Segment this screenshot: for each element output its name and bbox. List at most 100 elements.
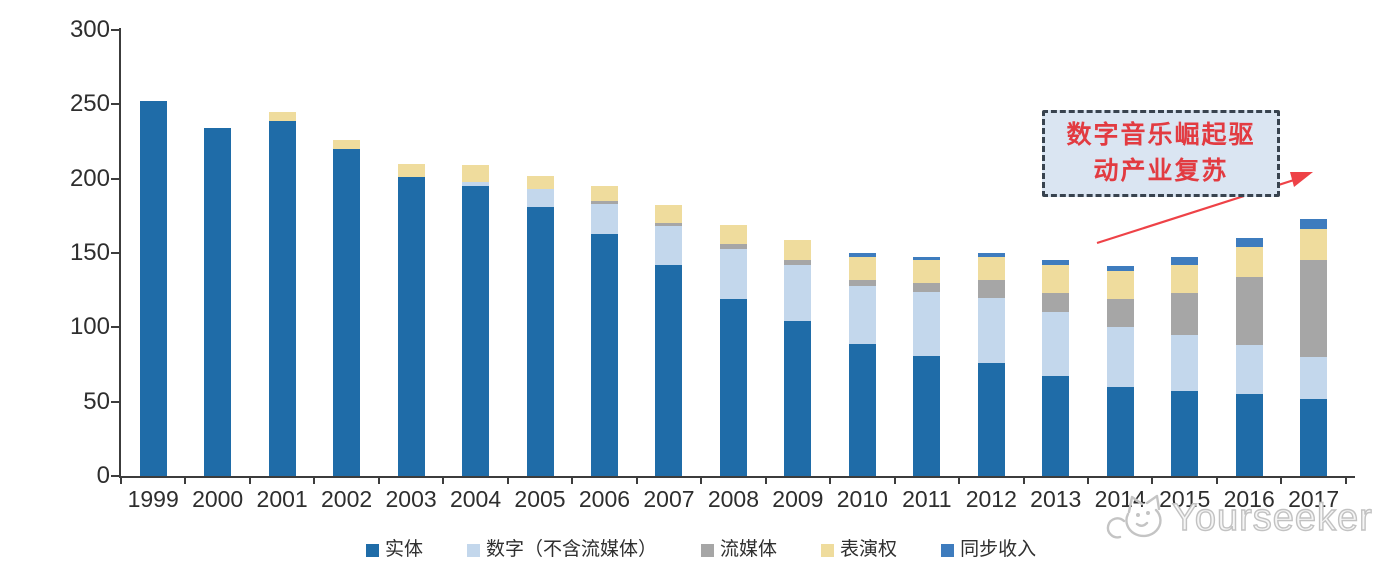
y-axis-tick [111,475,120,477]
bar-2002 [333,140,361,476]
bar-2014 [1106,266,1134,476]
legend-label: 同步收入 [960,539,1037,560]
legend-label: 数字（不含流媒体） [486,539,658,560]
bar-segment [913,260,941,283]
x-tick-label: 2001 [256,486,308,512]
bar-segment [590,203,618,234]
bar-segment [1235,247,1263,277]
bar-segment [977,253,1005,258]
annotation-callout: 数字音乐崛起驱 动产业复苏 [1042,110,1280,197]
x-axis-tick [506,476,509,484]
x-axis-tick [958,476,961,484]
x-tick-label: 2000 [192,486,244,512]
bar-2013 [1042,260,1070,476]
bar-segment [719,248,747,300]
x-tick-label: 1999 [127,486,179,512]
bar-segment [848,279,876,286]
x-tick-label: 2005 [514,486,566,512]
x-axis-tick [377,476,380,484]
x-axis-tick [1022,476,1025,484]
x-axis-tick [1280,476,1283,484]
bar-segment [1300,260,1328,358]
bar-2008 [719,224,747,476]
bar-2000 [204,128,232,476]
x-tick-label: 2008 [707,486,759,512]
bar-segment [1235,394,1263,476]
x-axis-tick [1215,476,1218,484]
y-axis-tick [111,326,120,329]
bar-segment [848,285,876,344]
bar-segment [848,253,876,258]
x-tick-label: 2007 [643,486,695,512]
bar-segment [655,226,683,265]
bar-segment [1171,334,1199,392]
bar-segment [590,233,618,476]
y-tick-label: 300 [69,16,110,43]
legend-label: 实体 [385,539,424,560]
bar-segment [1235,345,1263,395]
x-tick-label: 2014 [1094,486,1146,512]
bar-segment [1042,264,1070,294]
legend: 实体 数字（不含流媒体） 流媒体 表演权 同步收入 [366,540,1036,560]
x-tick-label: 2011 [902,486,952,512]
bar-segment [784,321,812,476]
bar-segment [719,224,747,245]
bar-segment [462,181,490,187]
bar-2010 [848,253,876,476]
bar-segment [1106,386,1134,476]
bar-segment [1042,260,1070,265]
bar-segment [913,355,941,476]
x-axis-tick [764,476,767,484]
bar-segment [977,279,1005,298]
bar-segment [1300,398,1328,476]
bar-segment [1042,312,1070,377]
x-axis-tick [1087,476,1089,484]
annotation-line1: 数字音乐崛起驱 [1066,121,1256,149]
y-axis-tick [111,252,120,254]
legend-swatch [467,543,481,557]
bar-segment [462,165,490,182]
y-axis-line [119,28,121,478]
x-axis-tick [571,476,574,484]
bar-segment [913,257,941,261]
bar-segment [1235,276,1263,346]
bar-segment [462,186,490,476]
bar-segment [977,257,1005,280]
legend-item-4: 同步收入 [941,540,1036,560]
bar-segment [1171,264,1199,294]
annotation-line2: 动产业复苏 [1093,157,1229,185]
bar-2005 [526,175,554,476]
bar-2007 [655,205,683,476]
x-tick-label: 2003 [385,486,437,512]
bar-segment [655,264,683,476]
bar-segment [526,189,554,207]
bar-segment [526,175,554,190]
bar-segment [526,206,554,476]
bar-2003 [397,163,425,476]
bar-segment [719,244,747,249]
legend-swatch [366,543,379,557]
watermark: Yourseeker [1102,490,1373,546]
bar-segment [1171,293,1199,335]
bar-segment [977,362,1005,476]
bar-1999 [139,101,167,476]
bar-segment [848,343,876,476]
x-axis-tick [635,476,638,484]
bar-segment [913,282,941,292]
x-axis-tick [1344,476,1347,484]
bar-segment [848,257,876,280]
bar-2015 [1171,257,1199,476]
bar-segment [397,163,425,178]
y-axis-tick [111,29,120,31]
legend-swatch [821,543,835,557]
bar-segment [784,260,812,265]
bar-2016 [1235,238,1263,476]
x-axis-tick [442,476,445,484]
x-axis-tick [700,476,703,484]
legend-label: 表演权 [840,539,898,560]
bar-segment [1106,266,1134,271]
bar-2011 [913,257,941,476]
bar-segment [784,239,812,261]
x-tick-label: 2010 [836,486,888,512]
